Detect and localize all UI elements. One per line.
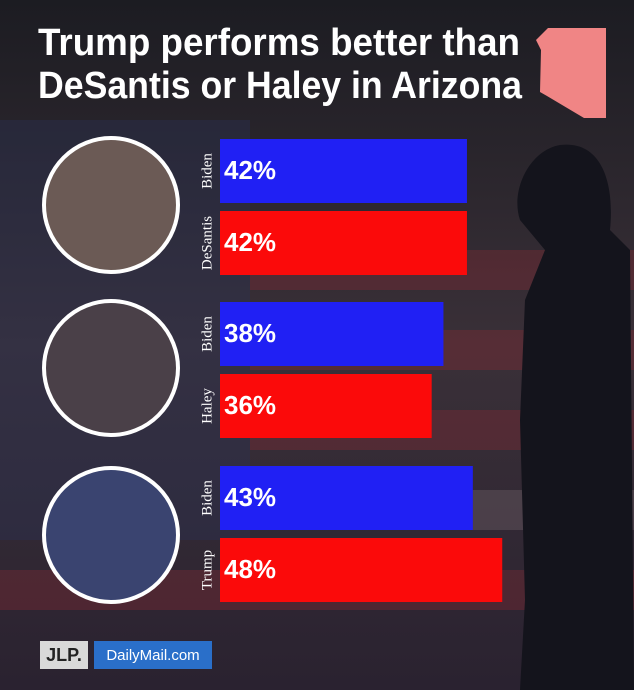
category-label: Trump	[199, 550, 215, 590]
figure-silhouette	[517, 144, 634, 690]
bar	[220, 139, 467, 203]
source-logo: DailyMail.com	[106, 647, 199, 664]
category-label: Biden	[199, 316, 215, 352]
chart-title: DeSantis or Haley in Arizona	[38, 65, 523, 107]
arizona-map	[536, 28, 606, 118]
value-label: 43%	[224, 482, 276, 512]
bar	[220, 374, 432, 438]
bar	[220, 538, 503, 602]
bar	[220, 302, 444, 366]
category-label: Biden	[199, 480, 215, 516]
value-label: 42%	[224, 155, 276, 185]
bar	[220, 466, 473, 530]
category-label: DeSantis	[199, 216, 215, 270]
value-label: 48%	[224, 554, 276, 584]
bar	[220, 211, 467, 275]
value-label: 38%	[224, 318, 276, 348]
source-logo: JLP.	[46, 645, 82, 665]
value-label: 36%	[224, 390, 276, 420]
chart-title: Trump performs better than	[38, 22, 520, 64]
category-label: Haley	[199, 388, 215, 424]
logo-box	[94, 641, 212, 669]
portraits	[42, 136, 180, 604]
category-label: Biden	[199, 153, 215, 189]
logo-box	[40, 641, 88, 669]
value-label: 42%	[224, 227, 276, 257]
